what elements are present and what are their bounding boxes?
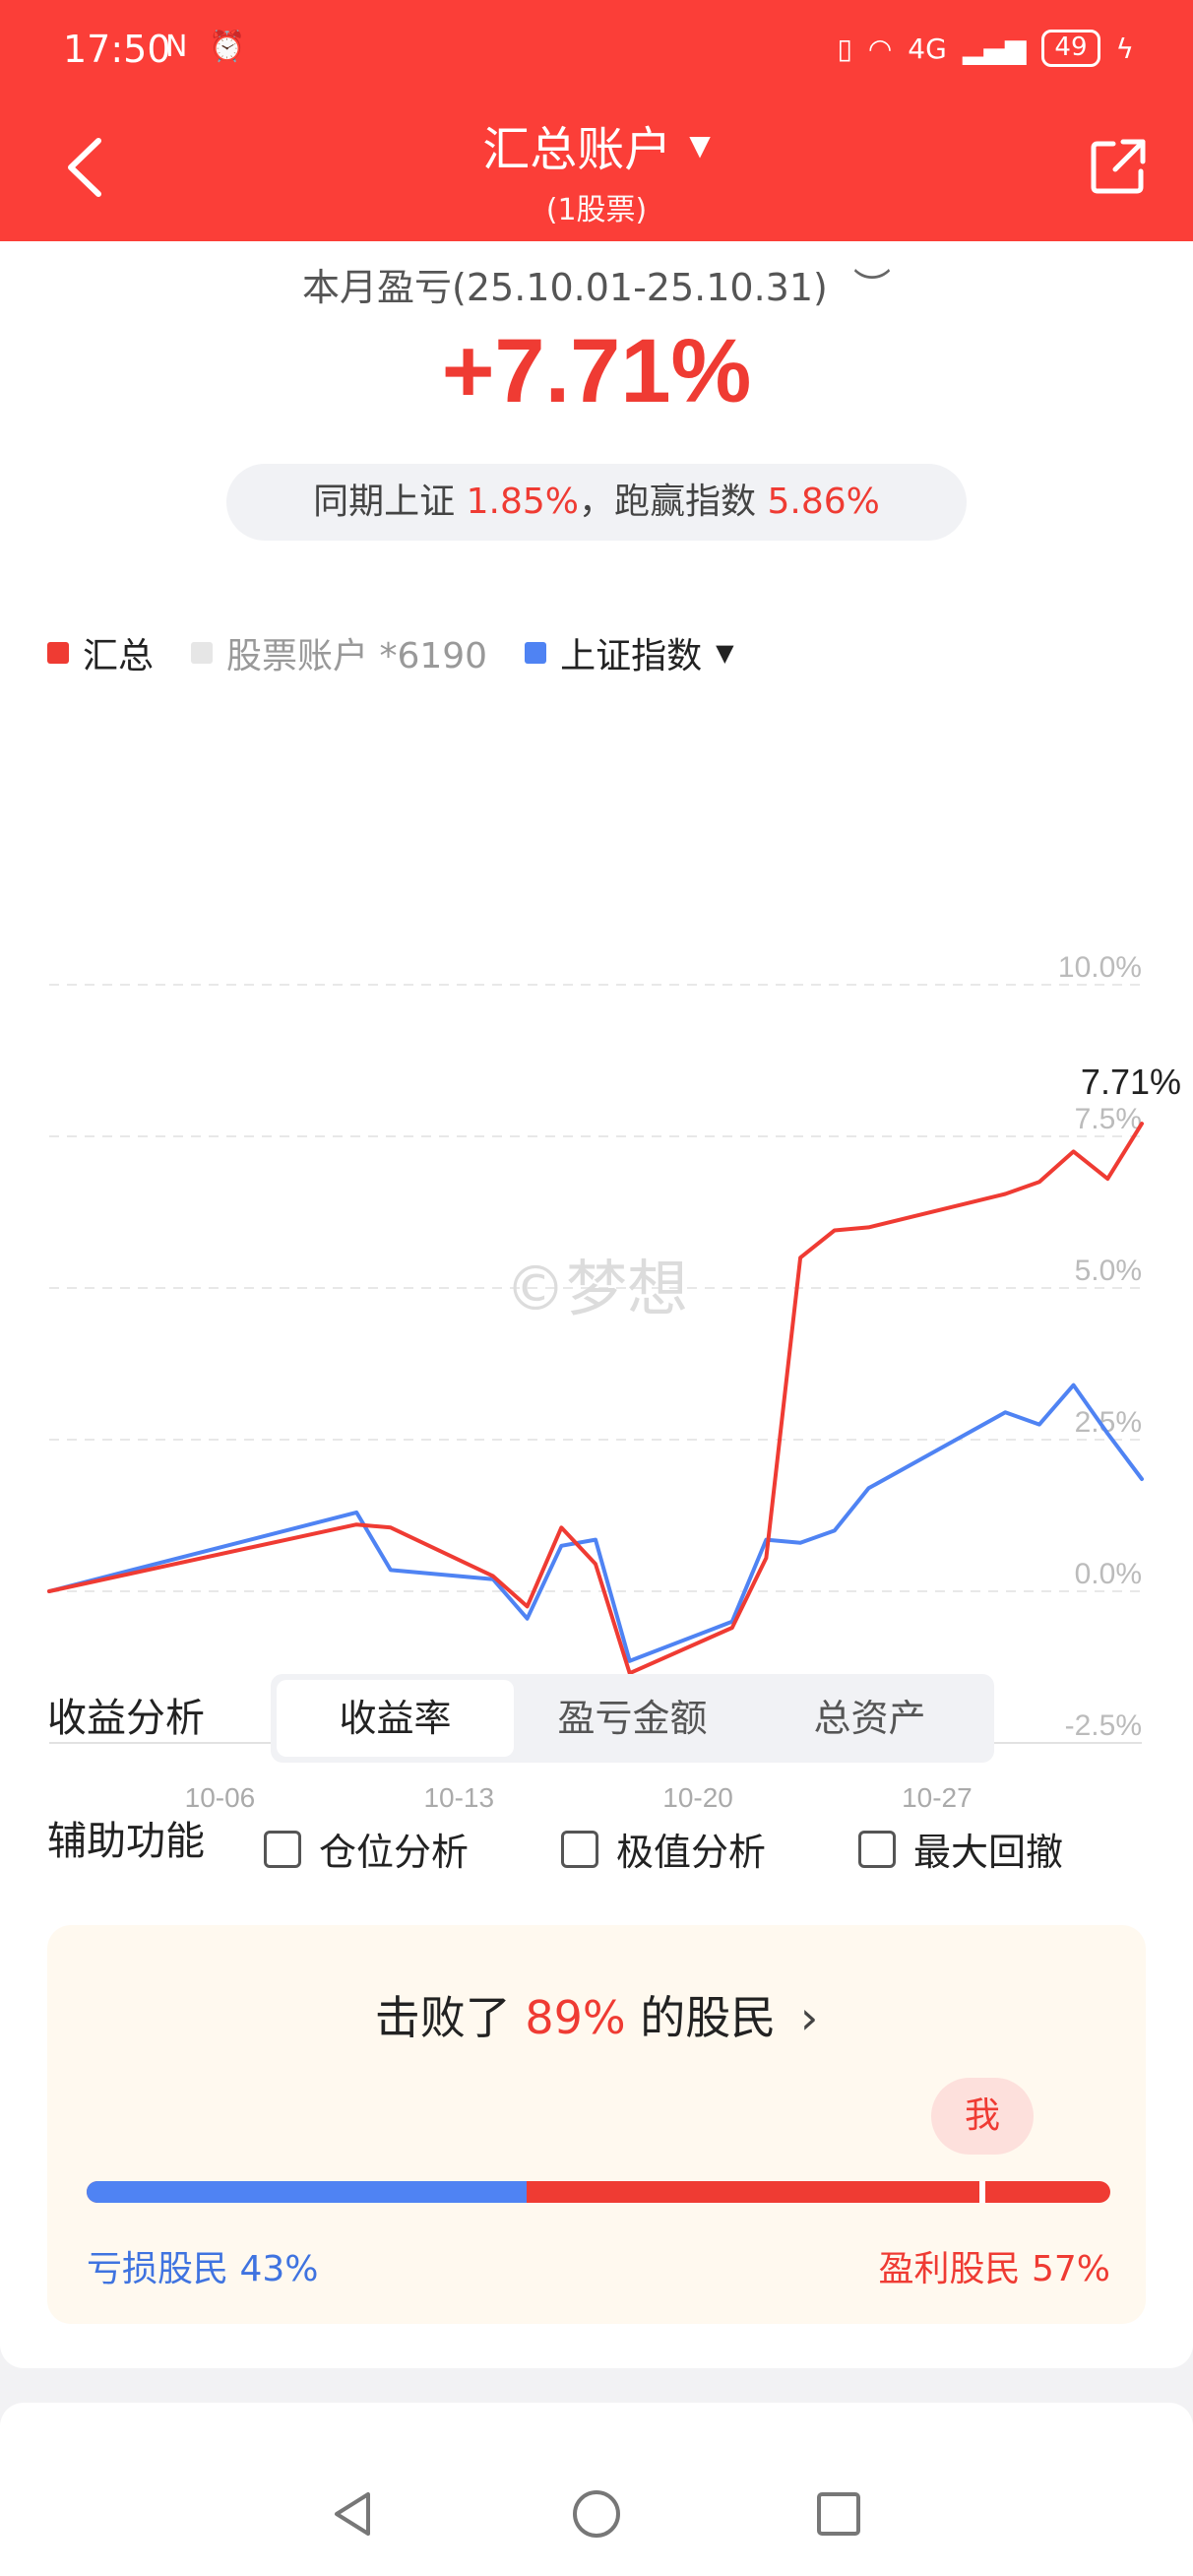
rank-value: 89% — [525, 1991, 626, 2044]
rank-bar — [87, 2181, 1110, 2203]
aux-row: 辅助功能 仓位分析 极值分析 最大回撤 — [47, 1812, 1150, 1874]
tab-profit-amount[interactable]: 盈亏金额 — [557, 1697, 708, 1740]
app-header: 17:50 N ⏰ ▯ ◠ 4G ▂▄▆ 49 ϟ 汇总账户 ▼ (1股票) — [0, 0, 1193, 241]
index-compare-pill: 同期上证 1.85%，跑赢指数 5.86% — [226, 464, 967, 541]
return-chart-svg: 10.0%7.5%5.0%2.5%0.0%-2.5%10-06 10-13 10-2… — [47, 951, 1181, 1813]
page-subtitle: (1股票) — [545, 193, 648, 227]
vibrate-icon: ▯ — [837, 32, 852, 65]
network-label: 4G — [908, 32, 947, 65]
extreme-analysis-checkbox[interactable]: 极值分析 — [561, 1822, 766, 1876]
rank-card[interactable]: 击败了 89% 的股民 › 我 亏损股民 43% 盈利股民 57% — [47, 1925, 1146, 2324]
triangle-back-icon — [335, 2492, 370, 2536]
chart-watermark: ©梦想 — [505, 1253, 688, 1324]
period-text: 本月盈亏(25.10.01-25.10.31) — [302, 266, 828, 309]
max-drawdown-checkbox[interactable]: 最大回撤 — [858, 1822, 1063, 1876]
chevron-right-icon: › — [799, 1991, 819, 2044]
nav-back-button[interactable] — [327, 2486, 382, 2542]
battery-icon: 49 — [1041, 30, 1100, 67]
checkbox-icon — [858, 1830, 896, 1868]
analysis-tabs: 收益率 盈亏金额 总资产 — [271, 1674, 994, 1763]
chevron-left-icon — [68, 138, 101, 197]
legend-swatch — [47, 642, 69, 664]
checkbox-label: 仓位分析 — [319, 1831, 470, 1874]
monthly-profit-percent: +7.71% — [441, 321, 752, 421]
next-card — [0, 2403, 1193, 2576]
legend-label: 股票账户 *6190 — [226, 636, 488, 676]
x-tick-label: 10-13 — [423, 1782, 494, 1813]
account-title-group[interactable]: 汇总账户 ▼ (1股票) — [0, 110, 1193, 228]
compare-beat-value: 5.86% — [767, 482, 880, 522]
x-tick-label: 10-27 — [902, 1782, 973, 1813]
caret-down-icon: ▼ — [689, 128, 711, 161]
profit-label: 盈利股民 57% — [878, 2249, 1110, 2289]
y-tick-label: 10.0% — [1058, 951, 1142, 984]
status-bar: 17:50 N ⏰ ▯ ◠ 4G ▂▄▆ 49 ϟ — [0, 0, 1193, 98]
compare-mid: ，跑赢指数 — [579, 482, 757, 522]
wifi-icon: ◠ — [867, 32, 893, 65]
x-tick-label: 10-06 — [185, 1782, 256, 1813]
me-badge: 我 — [931, 2078, 1034, 2155]
rank-prefix: 击败了 — [374, 1991, 511, 2044]
nav-home-button[interactable] — [569, 2486, 624, 2542]
status-time: 17:50 — [63, 28, 171, 71]
eye-closed-icon[interactable]: ︶ — [852, 266, 891, 309]
position-analysis-checkbox[interactable]: 仓位分析 — [264, 1822, 469, 1876]
square-recents-icon — [817, 2492, 860, 2536]
checkbox-icon — [561, 1830, 598, 1868]
legend-item-index[interactable]: 上证指数 ▼ — [525, 627, 734, 678]
rank-suffix: 的股民 — [640, 1991, 777, 2044]
rank-title[interactable]: 击败了 89% 的股民 › — [47, 1982, 1146, 2047]
nav-recents-button[interactable] — [811, 2486, 866, 2542]
legend-swatch — [525, 642, 547, 664]
y-tick-label: 7.5% — [1075, 1103, 1142, 1135]
tab-return-rate[interactable]: 收益率 — [277, 1680, 514, 1757]
chart-legend: 汇总 股票账户 *6190 上证指数 ▼ — [47, 627, 772, 678]
legend-item-stock-account[interactable]: 股票账户 *6190 — [191, 627, 487, 678]
share-icon — [1091, 139, 1146, 194]
profit-card: 本月盈亏(25.10.01-25.10.31) ︶ +7.71% 同期上证 1.… — [0, 241, 1193, 2368]
checkbox-label: 极值分析 — [616, 1831, 767, 1874]
status-right-icons: ▯ ◠ 4G ▂▄▆ 49 ϟ — [837, 30, 1134, 67]
loss-label: 亏损股民 43% — [87, 2249, 319, 2289]
me-marker — [978, 2181, 985, 2203]
loss-segment — [87, 2181, 528, 2203]
share-button[interactable] — [1088, 136, 1149, 197]
series-line — [47, 1122, 1144, 1676]
analysis-label: 收益分析 — [47, 1696, 205, 1741]
system-nav-bar — [0, 2452, 1193, 2576]
legend-label: 汇总 — [83, 636, 155, 676]
compare-index-value: 1.85% — [466, 482, 579, 522]
signal-icon: ▂▄▆ — [962, 32, 1027, 65]
series-line — [47, 1383, 1144, 1663]
page-title: 汇总账户 — [482, 122, 672, 177]
end-value-label: 7.71% — [1081, 1062, 1181, 1102]
period-label: 本月盈亏(25.10.01-25.10.31) ︶ — [0, 257, 1193, 311]
circle-home-icon — [573, 2490, 620, 2538]
return-chart[interactable]: 10.0% 7.5% 5.0% 2.5% 0.0% -2.5% 10-06 10-13 10-2… — [0, 714, 1193, 1836]
back-button[interactable] — [57, 133, 116, 202]
account-selector[interactable]: 汇总账户 ▼ — [482, 110, 711, 179]
checkbox-label: 最大回撤 — [913, 1831, 1064, 1874]
legend-swatch — [191, 642, 214, 664]
aux-label: 辅助功能 — [47, 1819, 205, 1864]
y-tick-label: 5.0% — [1075, 1255, 1142, 1287]
y-tick-label: -2.5% — [1065, 1709, 1142, 1742]
analysis-row: 收益分析 收益率 盈亏金额 总资产 — [47, 1674, 1150, 1763]
legend-item-summary[interactable]: 汇总 — [47, 627, 154, 678]
tab-total-assets[interactable]: 总资产 — [813, 1697, 926, 1740]
caret-down-icon: ▼ — [716, 639, 734, 667]
compare-prefix: 同期上证 — [313, 482, 456, 522]
charging-icon: ϟ — [1115, 32, 1134, 65]
legend-label: 上证指数 — [560, 636, 703, 676]
x-tick-label: 10-20 — [662, 1782, 733, 1813]
y-tick-label: 0.0% — [1075, 1558, 1142, 1590]
checkbox-icon — [264, 1830, 301, 1868]
notification-icons: N ⏰ — [165, 30, 252, 64]
